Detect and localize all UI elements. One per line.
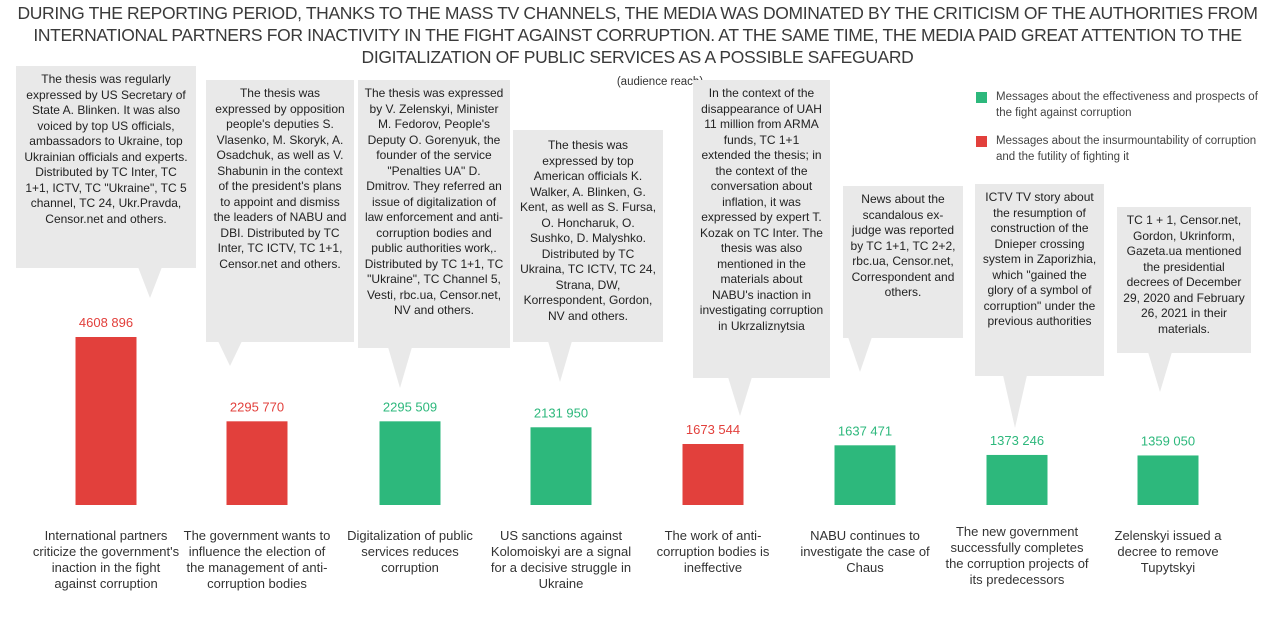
data-label: 1637 471 [838,423,892,438]
legend-swatch-green [976,92,987,103]
category-label: The government wants to influence the el… [183,528,331,591]
callout-annotation: The thesis was expressed by V. Zelenskyi… [358,80,510,348]
callout-pointer [218,341,242,366]
category-label: US sanctions against Kolomoiskyi are a s… [490,528,632,591]
bar [226,421,288,505]
category-label: Zelenskyi issued a decree to remove Tupy… [1114,528,1222,575]
category-label: The new government successfully complete… [945,524,1089,587]
callout-annotation: TC 1 + 1, Censor.net, Gordon, Ukrinform,… [1117,207,1251,353]
category-label: The work of anti-corruption bodies is in… [656,528,770,575]
callout-pointer [848,337,872,372]
data-label: 2131 950 [534,405,588,420]
bar [682,443,744,505]
callout-pointer [1003,375,1027,428]
callout-pointer [728,377,752,416]
chart-title: DURING THE REPORTING PERIOD, THANKS TO T… [17,3,1258,67]
callout-pointer [548,341,572,382]
legend-label: Messages about the insurmountability of … [996,135,1257,163]
category-label: Digitalization of public services reduce… [347,528,473,575]
bar [1137,455,1199,505]
data-label: 2295 770 [230,399,284,414]
data-label: 1673 544 [686,422,740,437]
callout-annotation: ICTV TV story about the resumption of co… [975,184,1104,376]
category-label: NABU continues to investigate the case o… [800,528,930,575]
bar [834,445,896,505]
chart-subtitle: (audience reach) [616,76,704,88]
bar [986,454,1048,505]
callout-pointer [1148,352,1172,392]
callout-annotation: News about the scandalous ex-judge was r… [843,186,963,338]
data-label: 4608 896 [79,315,133,330]
bar [379,421,441,505]
callout-annotation: The thesis was expressed by top American… [513,130,663,342]
category-label: International partners criticize the gov… [32,528,180,591]
data-label: 2295 509 [383,399,437,414]
data-label: 1373 246 [990,433,1044,448]
bar [530,427,592,505]
callout-pointer [138,267,162,298]
data-label: 1359 050 [1141,433,1195,448]
callout-annotation: The thesis was regularly expressed by US… [16,66,196,268]
legend-swatch-red [976,136,987,147]
callout-annotation: The thesis was expressed by opposition p… [206,80,354,342]
bar [75,337,137,505]
callout-annotation: In the context of the disappearance of U… [693,80,830,378]
callout-pointer [388,347,412,388]
legend-label: Messages about the effectiveness and pro… [996,91,1258,119]
